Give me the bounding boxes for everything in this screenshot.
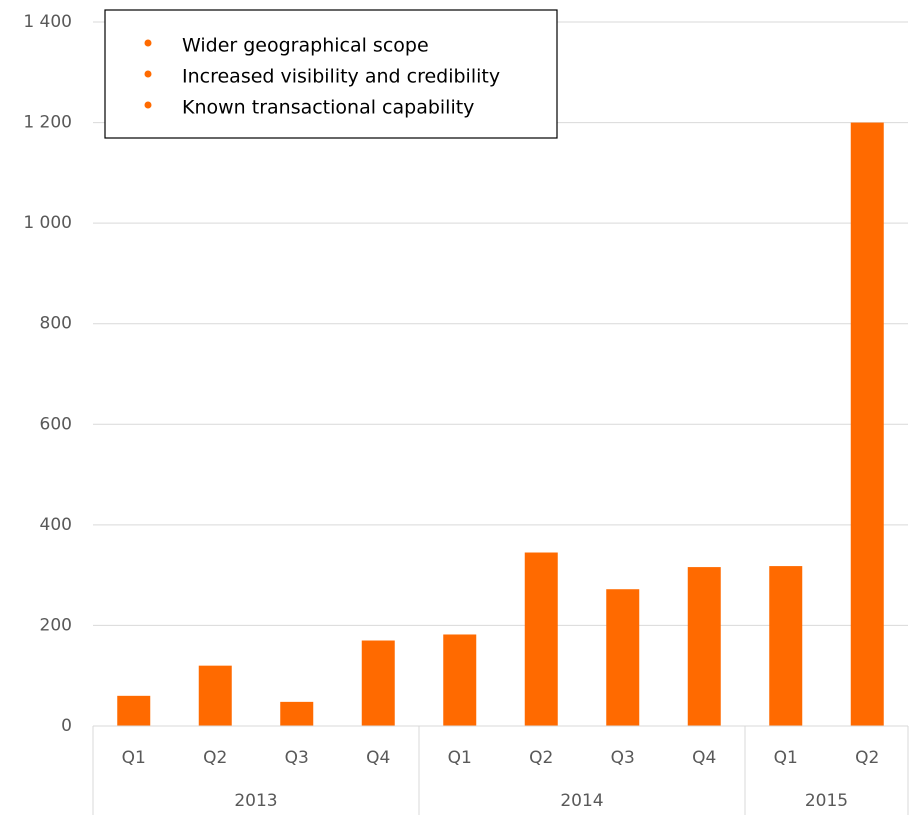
bar [769,566,803,726]
bar [280,701,314,726]
bar [117,695,151,726]
x-tick-label: Q1 [448,748,472,768]
y-tick-label: 1 200 [23,113,72,133]
bar [606,589,640,726]
y-tick-label: 400 [40,515,72,535]
bar [198,665,232,726]
group-label: 2015 [805,791,848,811]
x-tick-label: Q4 [366,748,390,768]
x-tick-label: Q1 [122,748,146,768]
annotation-box [104,9,558,139]
x-tick-label: Q2 [855,748,879,768]
bar [361,640,395,726]
x-tick-label: Q2 [203,748,227,768]
group-label: 2014 [560,791,603,811]
x-tick-label: Q2 [529,748,553,768]
annotation-bullet [144,70,152,78]
y-tick-label: 1 000 [23,213,72,233]
bar [524,552,558,726]
y-tick-label: 200 [40,615,72,635]
x-tick-label: Q3 [285,748,309,768]
annotation-bullet [144,39,152,47]
bar [850,122,884,727]
y-tick-label: 0 [61,716,72,736]
annotation-text: Wider geographical scope [182,35,429,57]
y-tick-label: 600 [40,414,72,434]
annotation-bullet [144,101,152,109]
group-label: 2013 [234,791,277,811]
bar [443,634,477,726]
annotation-text: Increased visibility and credibility [182,66,500,88]
y-tick-label: 800 [40,314,72,334]
x-tick-label: Q4 [692,748,716,768]
y-tick-label: 1 400 [23,12,72,32]
x-tick-label: Q3 [611,748,635,768]
bar [687,567,721,726]
annotation-text: Known transactional capability [182,97,474,119]
x-tick-label: Q1 [774,748,798,768]
